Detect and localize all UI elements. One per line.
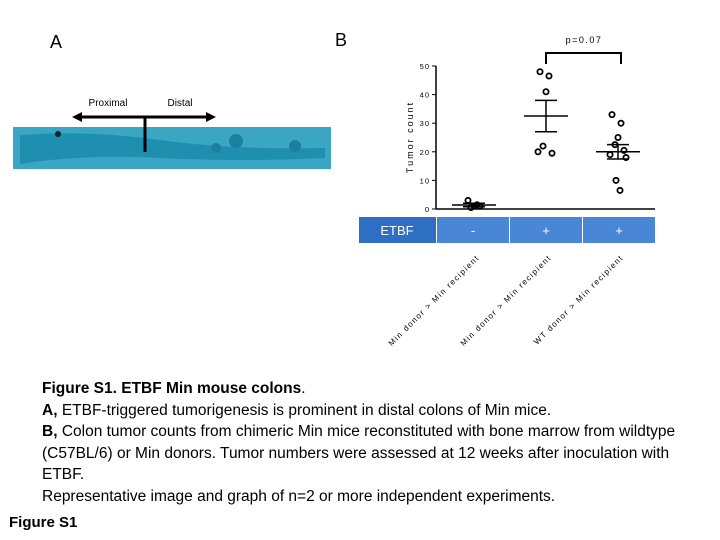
caption: Figure S1. ETBF Min mouse colons. A, ETB…: [42, 378, 692, 507]
data-point: [539, 142, 547, 150]
data-point: [622, 154, 630, 162]
error-bar: [463, 202, 485, 208]
caption-title: Figure S1. ETBF Min mouse colons: [42, 380, 302, 397]
error-bar: [607, 143, 629, 160]
tissue-spot: [289, 140, 301, 152]
tissue-spot: [229, 134, 243, 148]
data-point: [620, 146, 628, 154]
y-tick-label: 50: [420, 62, 430, 71]
annotation: p=0.07: [566, 35, 603, 45]
data-point: [536, 68, 544, 76]
colon-image: [13, 127, 331, 169]
data-point: [612, 176, 620, 184]
caption-text: Colon tumor counts from chimeric Min mic…: [42, 423, 676, 483]
tissue-spot: [211, 143, 221, 153]
data-point: [534, 148, 542, 156]
etbf-label: ETBF: [380, 223, 413, 238]
etbf-value: -: [471, 223, 475, 238]
footer: Figure S1: [9, 514, 78, 531]
label: Distal: [167, 98, 192, 109]
label: Proximal: [89, 98, 128, 109]
data-point: [608, 111, 616, 119]
data-point: [464, 196, 472, 204]
etbf-cell: [437, 217, 509, 243]
etbf-value: +: [615, 223, 623, 238]
caption-text: ETBF-triggered tumorigenesis is prominen…: [61, 401, 552, 419]
y-tick-label: 20: [420, 148, 430, 157]
data-point: [616, 186, 624, 194]
y-axis-label: Tumor count: [405, 101, 415, 173]
data-point: [542, 88, 550, 96]
caption-label: B,: [42, 423, 58, 440]
etbf-value: +: [542, 223, 550, 238]
caption-note: Representative image and graph of n=2 or…: [42, 487, 556, 505]
y-tick-label: 30: [420, 119, 430, 128]
data-point: [614, 133, 622, 141]
data-point: [548, 149, 556, 157]
y-tick-label: 10: [420, 176, 430, 185]
caption-label: A,: [42, 401, 58, 419]
colon-tissue: [20, 133, 325, 164]
data-point: [617, 119, 625, 127]
data-point: [606, 151, 614, 159]
error-bar: [535, 99, 557, 133]
data-point: [545, 72, 553, 80]
panel-label: A: [50, 32, 62, 52]
y-tick-label: 40: [420, 91, 430, 100]
y-tick-label: 0: [425, 205, 430, 214]
tissue-spot: [55, 131, 61, 137]
panel-label: B: [335, 30, 347, 50]
etbf-cell: [510, 217, 582, 243]
significance-bracket: [545, 52, 622, 64]
etbf-cell: [583, 217, 655, 243]
x-tick-label: WT donor > Min recipient: [532, 253, 625, 346]
etbf-cell: [359, 217, 436, 243]
